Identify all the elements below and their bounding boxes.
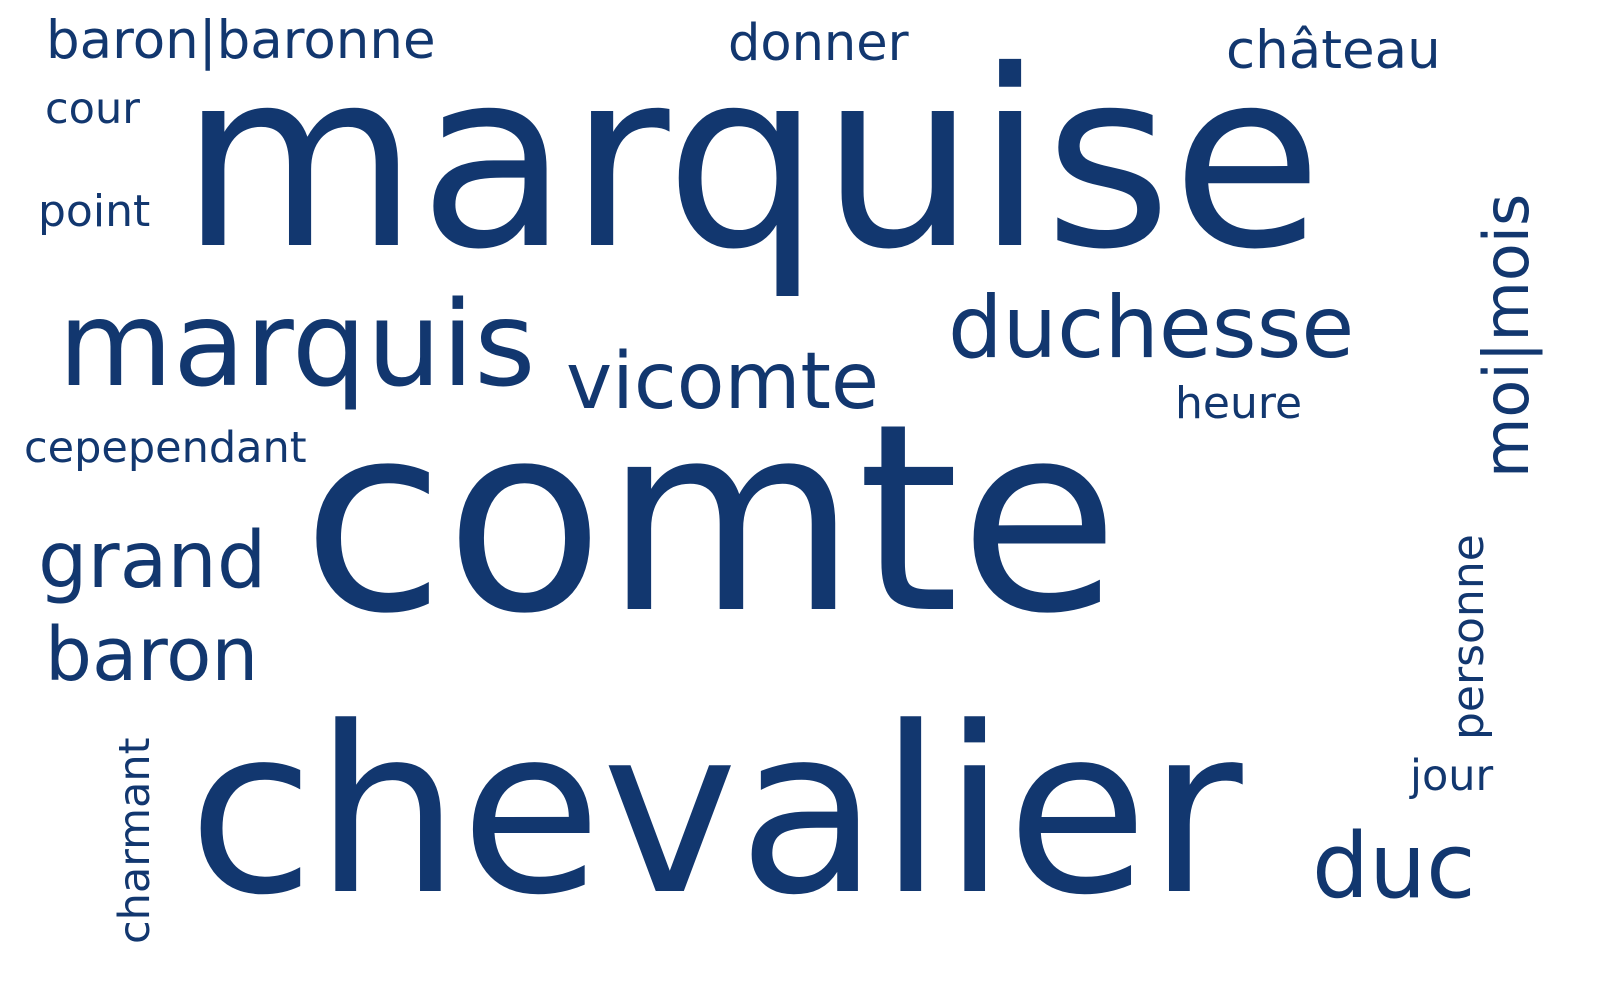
word-donner: donner: [728, 14, 909, 73]
word-duc: duc: [1312, 814, 1476, 919]
word-charmant: charmant: [110, 737, 160, 944]
word-moi-mois: moi|mois: [1470, 193, 1543, 478]
word-cour: cour: [45, 84, 140, 134]
word-marquise: marquise: [180, 18, 1323, 303]
word-grand: grand: [38, 516, 267, 606]
word-baron: baron: [45, 612, 259, 698]
word-heure: heure: [1175, 378, 1303, 429]
word-chateau: château: [1226, 20, 1441, 81]
word-chevalier: chevalier: [188, 679, 1243, 946]
word-cepependant: cepependant: [24, 423, 307, 473]
word-point: point: [38, 186, 151, 237]
word-comte: comte: [302, 369, 1120, 671]
word-duchesse: duchesse: [948, 278, 1355, 378]
word-vicomte: vicomte: [566, 337, 879, 427]
word-personne: personne: [1443, 534, 1494, 740]
word-baron-baronne: baron|baronne: [46, 10, 436, 71]
word-jour: jour: [1410, 751, 1494, 801]
word-marquis: marquis: [58, 275, 536, 413]
